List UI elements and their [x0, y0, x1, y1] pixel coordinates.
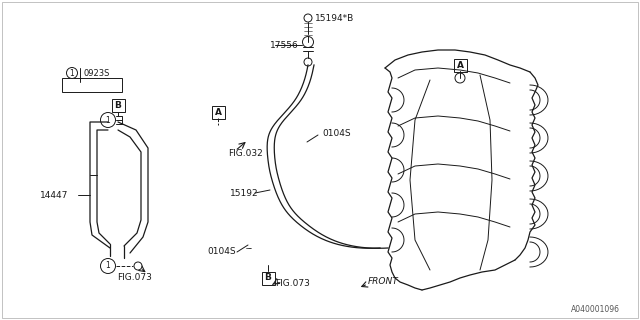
FancyBboxPatch shape	[111, 99, 125, 111]
Text: FIG.073: FIG.073	[118, 274, 152, 283]
Text: B: B	[115, 100, 122, 109]
Text: 1: 1	[106, 116, 110, 124]
Circle shape	[304, 58, 312, 66]
FancyBboxPatch shape	[454, 59, 467, 71]
Text: 0923S: 0923S	[83, 68, 109, 77]
Text: FIG.032: FIG.032	[228, 148, 263, 157]
Text: 15194*B: 15194*B	[315, 13, 355, 22]
Text: 1: 1	[106, 261, 110, 270]
Text: 0104S: 0104S	[207, 247, 236, 257]
Text: 17556: 17556	[270, 41, 299, 50]
Text: 0104S: 0104S	[322, 129, 351, 138]
Circle shape	[67, 68, 77, 78]
Text: FIG.073: FIG.073	[275, 278, 310, 287]
Circle shape	[303, 36, 314, 47]
Text: A: A	[456, 60, 463, 69]
FancyBboxPatch shape	[211, 106, 225, 118]
Text: A040001096: A040001096	[571, 306, 620, 315]
Text: A: A	[214, 108, 221, 116]
Circle shape	[100, 113, 115, 127]
Circle shape	[100, 259, 115, 274]
Text: 14447: 14447	[40, 190, 68, 199]
Text: 15192: 15192	[230, 188, 259, 197]
FancyBboxPatch shape	[262, 271, 275, 284]
Circle shape	[304, 14, 312, 22]
Text: 1: 1	[70, 68, 74, 77]
Text: FRONT: FRONT	[368, 277, 399, 286]
Circle shape	[455, 73, 465, 83]
Text: B: B	[264, 274, 271, 283]
Circle shape	[134, 262, 142, 270]
FancyBboxPatch shape	[62, 78, 122, 92]
